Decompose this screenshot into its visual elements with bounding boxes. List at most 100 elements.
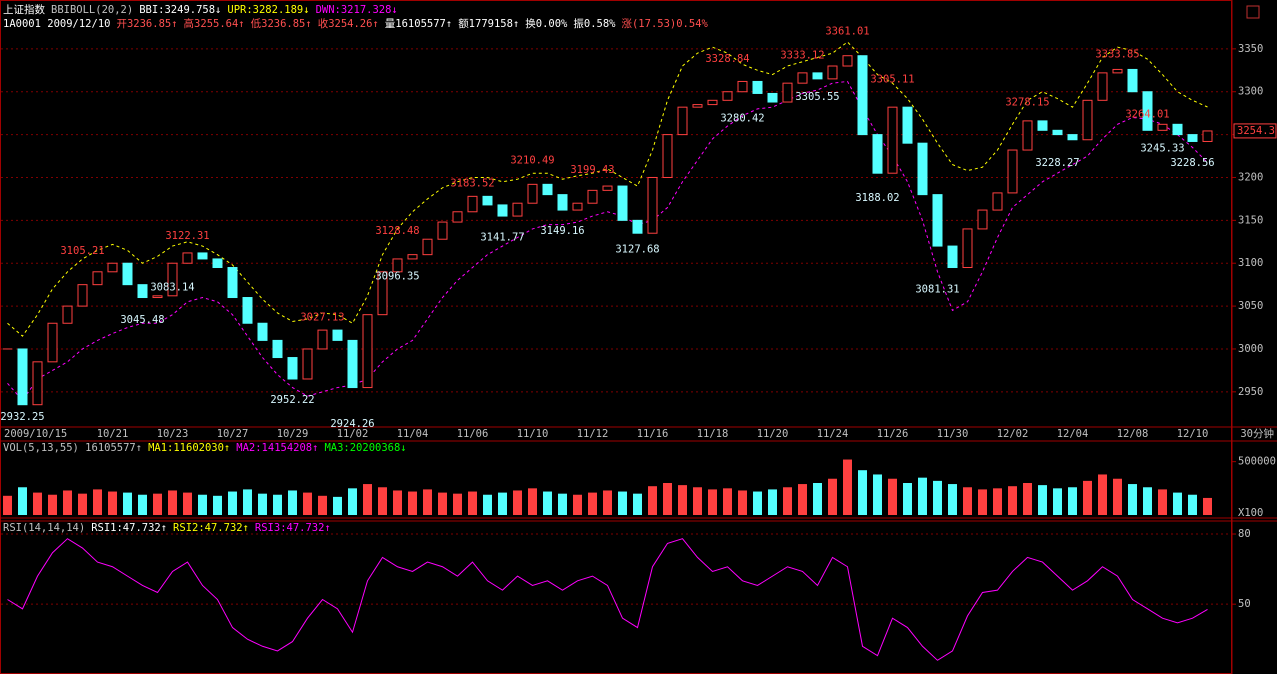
- volume-bar: [93, 489, 102, 515]
- volume-bar: [3, 495, 12, 515]
- volume-bar: [108, 491, 117, 515]
- volume-bar: [333, 496, 342, 515]
- candle: [1082, 99, 1093, 141]
- volume-bar: [123, 492, 132, 515]
- x-tick-label: 12/10: [1177, 428, 1209, 440]
- volume-bar: [438, 492, 447, 515]
- x-tick-label: 10/23: [157, 428, 189, 440]
- candle: [812, 72, 823, 80]
- candle: [182, 252, 193, 264]
- header-item: 额1779158↑: [458, 18, 520, 30]
- price-annotation: 3083.14: [150, 282, 194, 294]
- header-item: RSI1:47.732↑: [91, 522, 168, 534]
- volume-header: VOL(5,13,55) 16105577↑ MA1:11602030↑ MA2:1…: [3, 442, 413, 455]
- y-tick-label: 3200: [1238, 171, 1263, 183]
- price-annotation: 3305.11: [870, 73, 914, 85]
- price-annotation: 2932.25: [0, 411, 44, 423]
- candle: [977, 209, 988, 230]
- header-item: RSI3:47.732↑: [254, 522, 331, 534]
- candle: [287, 357, 298, 380]
- price-annotation: 3333.12: [780, 49, 824, 61]
- price-annotation: 3333.85: [1095, 49, 1139, 61]
- price-annotation: 3096.35: [375, 270, 419, 282]
- last-price-box: [1233, 123, 1277, 139]
- candle: [362, 314, 373, 389]
- volume-bar: [828, 478, 837, 515]
- y-tick-label: 2950: [1238, 386, 1263, 398]
- price-annotation: 3081.31: [915, 283, 959, 295]
- window-icon[interactable]: [1246, 5, 1260, 19]
- candle: [497, 204, 508, 217]
- volume-bar: [903, 483, 912, 515]
- volume-bar: [213, 495, 222, 515]
- x-tick-label: 10/21: [97, 428, 129, 440]
- y-tick-label: 3150: [1238, 214, 1263, 226]
- volume-bar: [813, 483, 822, 515]
- candle: [32, 361, 43, 406]
- header-item: MA3:20200368↓: [324, 442, 407, 454]
- candle: [1052, 129, 1063, 136]
- candle: [1202, 130, 1213, 142]
- volume-bar: [273, 494, 282, 515]
- volume-bar: [678, 485, 687, 515]
- candle: [122, 262, 133, 286]
- volume-bar: [723, 488, 732, 515]
- candle: [167, 262, 178, 297]
- volume-bar: [993, 488, 1002, 515]
- header-item: 振0.58%: [573, 18, 616, 30]
- volume-bar: [453, 493, 462, 515]
- volume-bar: [693, 487, 702, 515]
- volume-bar: [468, 491, 477, 515]
- candle: [947, 245, 958, 269]
- volume-bar: [198, 494, 207, 515]
- volume-bar: [873, 474, 882, 515]
- x-tick-label: 11/26: [877, 428, 909, 440]
- candle: [542, 183, 553, 196]
- header-item: 上证指数: [3, 4, 45, 16]
- candle: [257, 322, 268, 341]
- x-tick-label: 12/02: [997, 428, 1029, 440]
- x-tick-label: 11/18: [697, 428, 729, 440]
- x-tick-label: 12/04: [1057, 428, 1089, 440]
- header-item: 高3255.64↑: [183, 18, 245, 30]
- candle: [1187, 134, 1198, 142]
- candle: [92, 271, 103, 286]
- volume-bar: [1128, 484, 1137, 515]
- price-annotation: 3199.43: [570, 164, 614, 176]
- price-annotation: 3122.31: [165, 230, 209, 242]
- candle: [902, 106, 913, 144]
- candle: [317, 329, 328, 350]
- x-tick-label: 10/27: [217, 428, 249, 440]
- y-tick-label: 3300: [1238, 86, 1263, 98]
- y-tick-label: 3100: [1238, 257, 1263, 269]
- volume-bar: [843, 459, 852, 515]
- volume-bar: [1143, 487, 1152, 515]
- candle: [617, 185, 628, 221]
- candle: [512, 202, 523, 217]
- volume-bar: [303, 492, 312, 515]
- candle: [302, 348, 313, 380]
- candle: [107, 262, 118, 273]
- header-item: 量16105577↑: [384, 18, 453, 30]
- volume-bar: [48, 494, 57, 515]
- volume-bar: [1173, 492, 1182, 515]
- y-tick-label: 3350: [1238, 43, 1263, 55]
- volume-bar: [768, 489, 777, 515]
- candle: [17, 348, 28, 406]
- volume-bar: [393, 490, 402, 515]
- candle: [752, 80, 763, 94]
- candle: [407, 254, 418, 260]
- volume-bar: [318, 495, 327, 515]
- header-item: VOL(5,13,55) 16105577↑: [3, 442, 143, 454]
- header-item: 1A0001 2009/12/10: [3, 18, 111, 30]
- header-item: 涨(17.53)0.54%: [621, 18, 708, 30]
- volume-bar: [558, 493, 567, 515]
- x-tick-label: 2009/10/15: [4, 428, 67, 440]
- price-annotation: 3361.01: [825, 25, 869, 37]
- volume-bar: [18, 487, 27, 515]
- volume-bar: [228, 491, 237, 515]
- rsi-header: RSI(14,14,14) RSI1:47.732↑ RSI2:47.732↑ RSI…: [3, 522, 337, 535]
- candle: [962, 228, 973, 269]
- volume-bar: [243, 489, 252, 515]
